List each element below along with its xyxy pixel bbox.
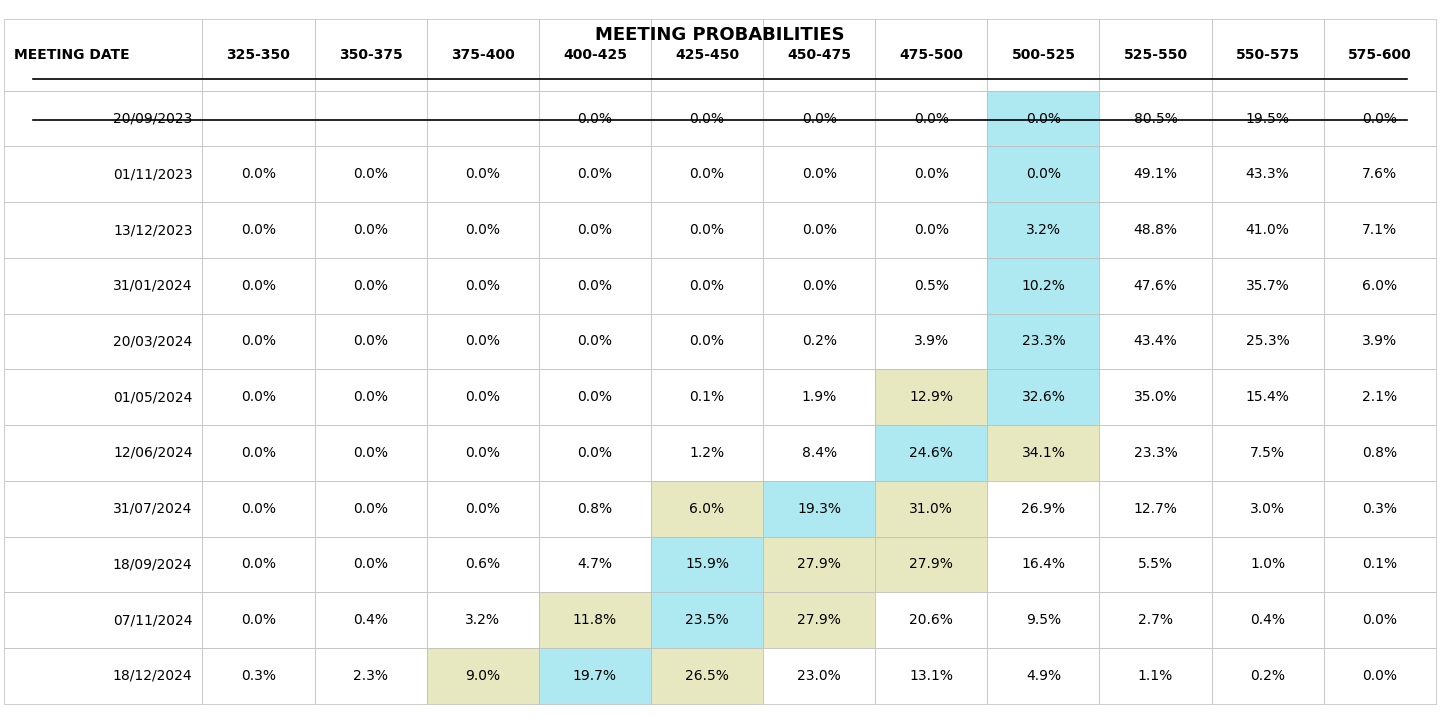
Text: MEETING PROBABILITIES: MEETING PROBABILITIES	[595, 25, 845, 43]
